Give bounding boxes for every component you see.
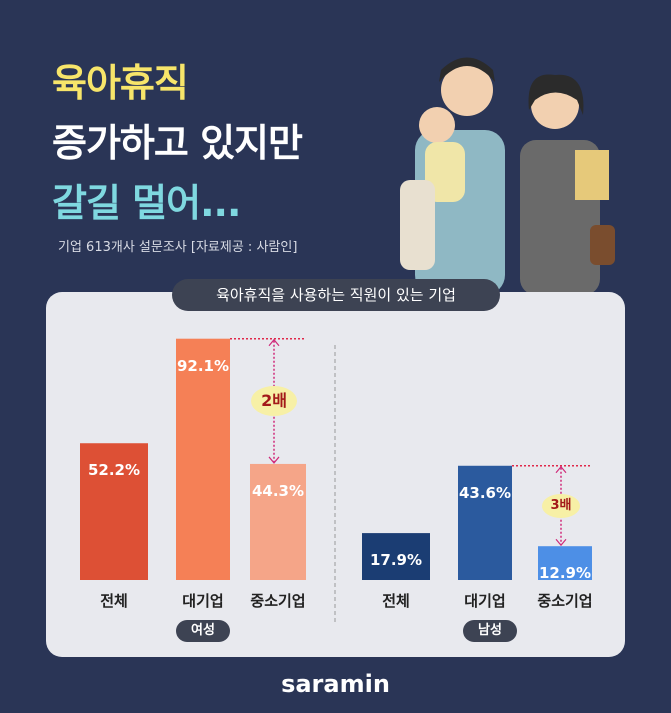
source-subtitle: 기업 613개사 설문조사 [자료제공 : 사람인] [58,240,298,255]
arrow-heads [555,465,567,547]
group-label: 남성 [463,620,517,642]
data-label: 52.2% [87,461,141,480]
family-illustration [400,57,615,295]
data-label: 92.1% [176,356,230,375]
headline-line-1: 육아휴직 [52,61,189,105]
arrow-heads [268,338,280,464]
category-label: 중소기업 [250,592,306,610]
data-label: 17.9% [369,551,423,570]
bar-0-1 [176,338,230,580]
bar-1-0 [362,533,430,580]
data-label: 43.6% [458,483,512,502]
category-label: 대기업 [182,592,224,610]
data-label: 44.3% [251,481,305,500]
saramin-logo: saramin [281,670,390,698]
group-label: 여성 [176,620,230,642]
bar-1-1 [458,465,512,580]
ratio-badge: 3배 [542,493,580,518]
bar-0-2 [250,463,306,580]
headline-line-3: 갈길 멀어... [52,181,241,225]
category-label: 대기업 [464,592,506,610]
bar-1-2 [538,546,592,580]
chart-title: 육아휴직을 사용하는 직원이 있는 기업 [172,279,500,311]
category-label: 전체 [100,592,128,610]
category-label: 중소기업 [537,592,593,610]
ratio-badge: 2배 [251,386,297,417]
bar-0-0 [80,443,148,580]
headline-line-2: 증가하고 있지만 [52,121,303,165]
data-label: 12.9% [538,564,592,583]
category-label: 전체 [382,592,410,610]
